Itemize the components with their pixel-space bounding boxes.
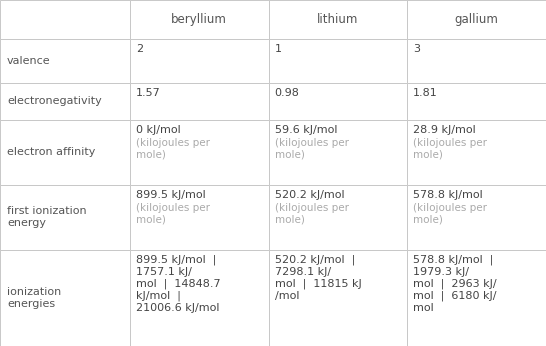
Text: beryllium: beryllium [171, 13, 227, 26]
Bar [0, 0, 130, 39]
Text: 2: 2 [136, 44, 143, 54]
Text: 578.8 kJ/mol  |
1979.3 kJ/
mol  |  2963 kJ/
mol  |  6180 kJ/
mol: 578.8 kJ/mol | 1979.3 kJ/ mol | 2963 kJ/… [413, 255, 497, 313]
Bar [130, 0, 269, 39]
Text: 578.8 kJ/mol: 578.8 kJ/mol [413, 190, 483, 200]
Bar [269, 250, 407, 346]
Text: 520.2 kJ/mol: 520.2 kJ/mol [275, 190, 345, 200]
Bar [0, 120, 130, 185]
Bar [0, 250, 130, 346]
Text: (kilojoules per
mole): (kilojoules per mole) [413, 203, 488, 224]
Text: ionization
energies: ionization energies [7, 287, 61, 309]
Text: 1: 1 [275, 44, 282, 54]
Bar [130, 120, 269, 185]
Text: 899.5 kJ/mol  |
1757.1 kJ/
mol  |  14848.7
kJ/mol  |
21006.6 kJ/mol: 899.5 kJ/mol | 1757.1 kJ/ mol | 14848.7 … [136, 255, 221, 313]
Text: electron affinity: electron affinity [7, 147, 96, 157]
Bar [269, 0, 407, 39]
Bar [407, 250, 546, 346]
Text: (kilojoules per
mole): (kilojoules per mole) [275, 203, 349, 224]
Bar [407, 120, 546, 185]
Text: 520.2 kJ/mol  |
7298.1 kJ/
mol  |  11815 kJ
/mol: 520.2 kJ/mol | 7298.1 kJ/ mol | 11815 kJ… [275, 255, 361, 301]
Text: 28.9 kJ/mol: 28.9 kJ/mol [413, 125, 476, 135]
Text: 899.5 kJ/mol: 899.5 kJ/mol [136, 190, 206, 200]
Bar [407, 0, 546, 39]
Bar [407, 39, 546, 83]
Text: 0 kJ/mol: 0 kJ/mol [136, 125, 181, 135]
Bar [407, 83, 546, 120]
Bar [269, 185, 407, 250]
Text: 59.6 kJ/mol: 59.6 kJ/mol [275, 125, 337, 135]
Text: valence: valence [7, 56, 51, 66]
Text: (kilojoules per
mole): (kilojoules per mole) [136, 203, 210, 224]
Text: 1.57: 1.57 [136, 88, 161, 98]
Bar [0, 185, 130, 250]
Text: gallium: gallium [455, 13, 498, 26]
Bar [0, 83, 130, 120]
Text: (kilojoules per
mole): (kilojoules per mole) [136, 138, 210, 159]
Bar [269, 120, 407, 185]
Text: 1.81: 1.81 [413, 88, 438, 98]
Bar [130, 250, 269, 346]
Bar [130, 185, 269, 250]
Text: (kilojoules per
mole): (kilojoules per mole) [275, 138, 349, 159]
Bar [269, 39, 407, 83]
Text: 0.98: 0.98 [275, 88, 300, 98]
Bar [0, 39, 130, 83]
Bar [130, 39, 269, 83]
Text: 3: 3 [413, 44, 420, 54]
Text: electronegativity: electronegativity [7, 97, 102, 107]
Text: lithium: lithium [317, 13, 359, 26]
Bar [130, 83, 269, 120]
Text: (kilojoules per
mole): (kilojoules per mole) [413, 138, 488, 159]
Bar [269, 83, 407, 120]
Bar [407, 185, 546, 250]
Text: first ionization
energy: first ionization energy [7, 207, 87, 228]
